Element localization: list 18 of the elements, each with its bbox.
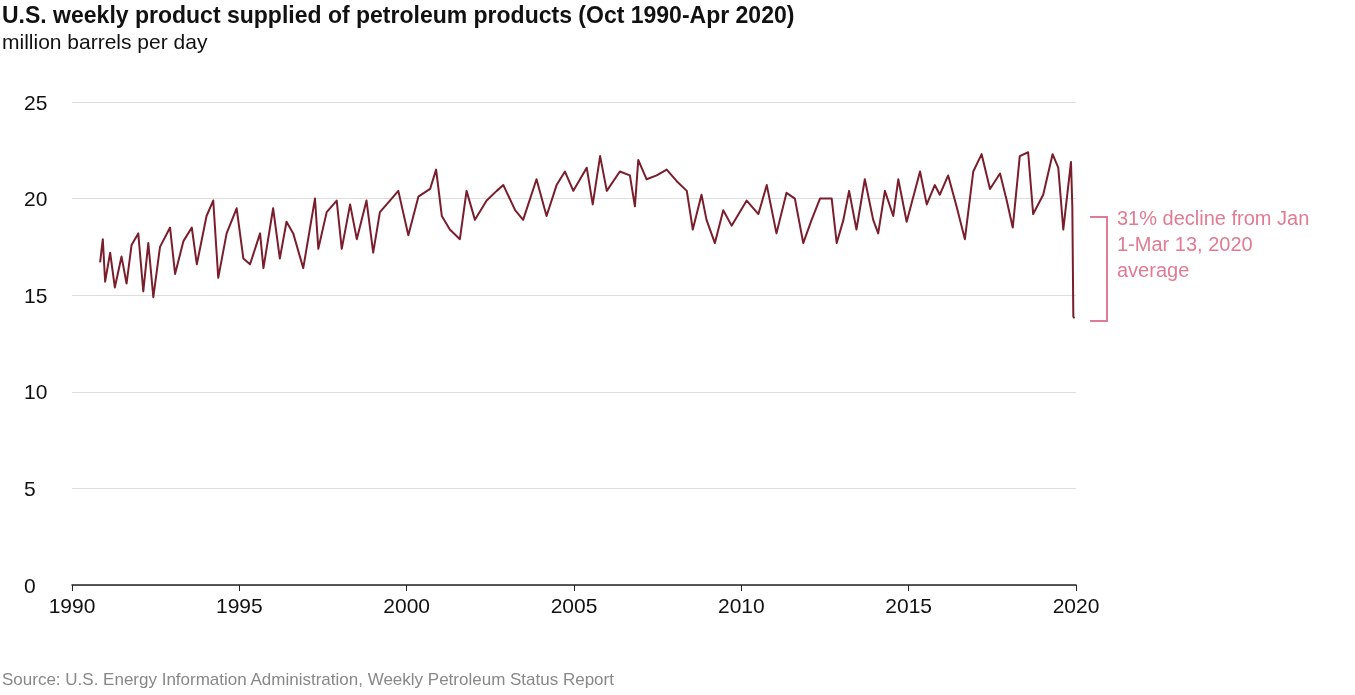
chart-subtitle: million barrels per day: [2, 30, 208, 54]
x-tick-label: 2010: [717, 594, 765, 617]
line-series: [99, 151, 1076, 320]
text: 31% decline from Jan 1-Mar 13, 2020 average: [1117, 206, 1311, 283]
x-tick-label: 2015: [885, 594, 933, 617]
y-tick-label: 20: [24, 187, 48, 211]
y-tick-label: 10: [24, 380, 48, 404]
y-tick-label: 0: [24, 573, 36, 597]
x-tick-label: 2020: [1052, 594, 1100, 617]
x-tick-label: 1995: [215, 594, 263, 617]
y-tick-label: 25: [24, 90, 48, 114]
x-tick-label: 2005: [550, 594, 598, 617]
source-note: Source: U.S. Energy Information Administration, Weekly Petroleum Status Report: [2, 670, 614, 690]
x-tick-label: 2000: [383, 594, 431, 617]
x-tick-label: 1990: [48, 594, 96, 617]
y-tick-label: 15: [24, 283, 48, 307]
y-tick-label: 5: [24, 476, 36, 500]
chart-title: U.S. weekly product supplied of petroleum products (Oct 1990-Apr 2020): [2, 2, 795, 29]
